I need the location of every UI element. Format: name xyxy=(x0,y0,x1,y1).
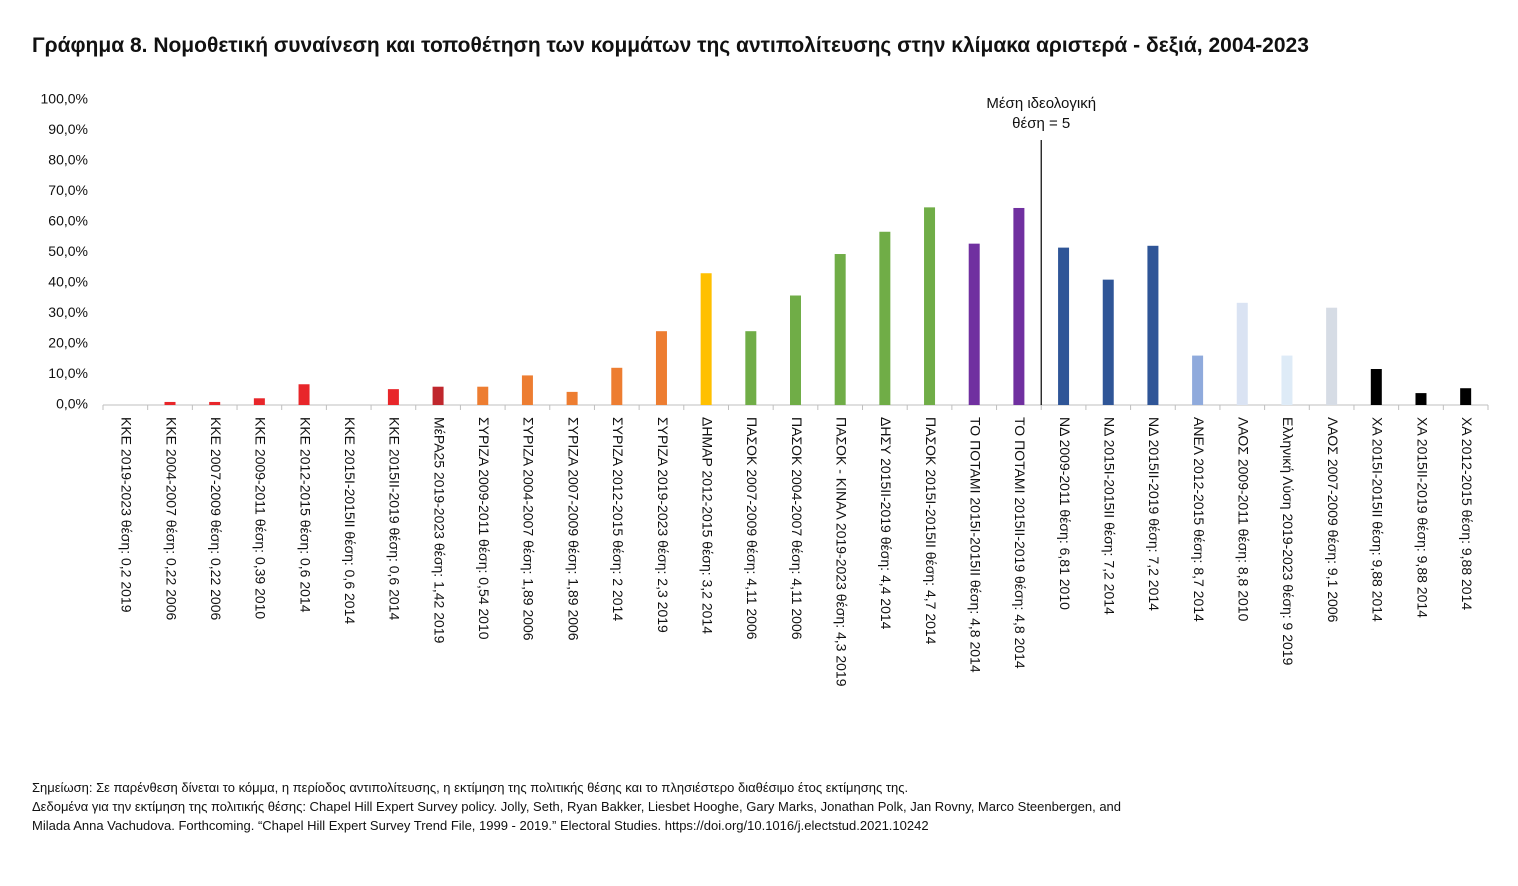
bar xyxy=(1147,245,1159,405)
note: Σημείωση: Σε παρένθεση δίνεται το κόμμα,… xyxy=(32,780,908,795)
bar xyxy=(1370,369,1382,405)
chart-title: Γράφημα 8. Νομοθετική συναίνεση και τοπο… xyxy=(32,34,1309,57)
annotation: θέση = 5 xyxy=(1012,115,1070,132)
bar xyxy=(700,273,712,405)
x-tick-label: ΣΥΡΙΖΑ 2009-2011 θέση: 0,54 2010 xyxy=(476,417,492,640)
y-tick-label: 50,0% xyxy=(48,243,88,259)
y-tick-label: 80,0% xyxy=(48,152,88,168)
y-tick-label: 10,0% xyxy=(48,365,88,381)
y-tick-label: 70,0% xyxy=(48,182,88,198)
x-tick-label: ΚΚΕ 2015ΙΙ-2019 θέση: 0,6 2014 xyxy=(387,417,403,620)
x-tick-label: ΣΥΡΙΖΑ 2012-2015 θέση: 2 2014 xyxy=(610,417,626,621)
note: Δεδομένα για την εκτίμηση της πολιτικής … xyxy=(32,799,1121,814)
x-tick-label: ΜέΡΑ25 2019-2023 θέση: 1,42 2019 xyxy=(431,417,447,644)
x-tick-label: ΑΝΕΛ 2012-2015 θέση: 8,7 2014 xyxy=(1191,417,1207,622)
bar xyxy=(521,375,533,405)
x-tick-label: ΛΑΟΣ 2009-2011 θέση: 8,8 2010 xyxy=(1236,417,1252,622)
y-tick-label: 0,0% xyxy=(56,396,88,412)
bar xyxy=(611,367,623,405)
bar xyxy=(1415,393,1427,405)
x-tick-label: ΣΥΡΙΖΑ 2007-2009 θέση: 1,89 2006 xyxy=(565,417,581,641)
x-tick-label: ΚΚΕ 2009-2011 θέση: 0,39 2010 xyxy=(253,417,269,619)
y-tick-label: 90,0% xyxy=(48,121,88,137)
y-tick-label: 100,0% xyxy=(41,91,88,107)
annotation: Μέση ιδεολογική xyxy=(986,95,1096,112)
bar xyxy=(1013,207,1025,405)
bar xyxy=(387,389,399,405)
x-tick-label: Ελληνική Λύση 2019-2023 θέση: 9 2019 xyxy=(1280,417,1296,666)
x-tick-label: ΛΑΟΣ 2007-2009 θέση: 9,1 2006 xyxy=(1325,417,1341,623)
bar xyxy=(209,401,221,405)
bar xyxy=(253,398,265,405)
bar xyxy=(432,386,444,405)
x-tick-label: ΝΔ 2015ΙΙ-2019 θέση: 7,2 2014 xyxy=(1146,417,1162,611)
bar xyxy=(790,295,801,405)
bar xyxy=(298,384,310,405)
x-tick-label: ΤΟ ΠΟΤΑΜΙ 2015ΙΙ-2019 θέση: 4,8 2014 xyxy=(1012,417,1028,669)
x-tick-label: ΔΗΣΥ 2015ΙΙ-2019 θέση: 4,4 2014 xyxy=(878,417,894,630)
bar xyxy=(477,386,489,405)
bar xyxy=(745,331,757,405)
x-tick-label: ΠΑΣΟΚ 2007-2009 θέση: 4,11 2006 xyxy=(744,417,760,640)
x-tick-label: ΝΔ 2015Ι-2015ΙΙ θέση: 7,2 2014 xyxy=(1102,417,1118,615)
y-tick-label: 20,0% xyxy=(48,335,88,351)
x-tick-label: ΤΟ ΠΟΤΑΜΙ 2015Ι-2015ΙΙ θέση: 4,8 2014 xyxy=(968,417,984,673)
x-tick-label: ΚΚΕ 2004-2007 θέση: 0,22 2006 xyxy=(163,417,179,620)
y-tick-label: 30,0% xyxy=(48,304,88,320)
bar xyxy=(1102,279,1114,405)
bar xyxy=(566,391,578,405)
note: Milada Anna Vachudova. Forthcoming. “Cha… xyxy=(32,818,929,833)
x-tick-label: ΚΚΕ 2007-2009 θέση: 0,22 2006 xyxy=(208,417,224,620)
bar xyxy=(164,401,176,405)
x-tick-label: ΠΑΣΟΚ 2004-2007 θέση: 4,11 2006 xyxy=(789,417,805,640)
x-tick-label: ΣΥΡΙΖΑ 2019-2023 θέση: 2,3 2019 xyxy=(655,417,671,633)
x-tick-label: ΚΚΕ 2015Ι-2015ΙΙ θέση: 0,6 2014 xyxy=(342,417,358,624)
y-tick-label: 40,0% xyxy=(48,274,88,290)
bar xyxy=(834,254,846,405)
x-tick-label: ΣΥΡΙΖΑ 2004-2007 θέση: 1,89 2006 xyxy=(521,417,537,641)
x-tick-label: ΝΔ 2009-2011 θέση: 6,81 2010 xyxy=(1057,417,1073,610)
x-tick-label: ΚΚΕ 2019-2023 θέση: 0,2 2019 xyxy=(119,417,135,613)
x-tick-label: ΧΑ 2015Ι-2015ΙΙ θέση: 9,88 2014 xyxy=(1370,417,1386,622)
bar xyxy=(655,331,667,405)
bar xyxy=(1281,355,1293,405)
bar xyxy=(1326,307,1338,405)
x-tick-label: ΠΑΣΟΚ - ΚΙΝΑΛ 2019-2023 θέση: 4,3 2019 xyxy=(833,417,849,687)
bar xyxy=(924,207,936,405)
bar xyxy=(1192,355,1204,405)
bar xyxy=(968,243,980,405)
bar xyxy=(1460,388,1472,405)
bar xyxy=(1058,247,1070,405)
x-tick-label: ΔΗΜΑΡ 2012-2015 θέση: 3,2 2014 xyxy=(699,417,715,634)
bar xyxy=(1236,302,1248,405)
x-tick-label: ΧΑ 2015ΙΙ-2019 θέση: 9,88 2014 xyxy=(1414,417,1430,618)
x-tick-label: ΧΑ 2012-2015 θέση: 9,88 2014 xyxy=(1459,417,1475,610)
x-tick-label: ΚΚΕ 2012-2015 θέση: 0,6 2014 xyxy=(297,417,313,613)
bar xyxy=(879,231,891,405)
x-tick-label: ΠΑΣΟΚ 2015Ι-2015ΙΙ θέση: 4,7 2014 xyxy=(923,417,939,645)
y-tick-label: 60,0% xyxy=(48,213,88,229)
